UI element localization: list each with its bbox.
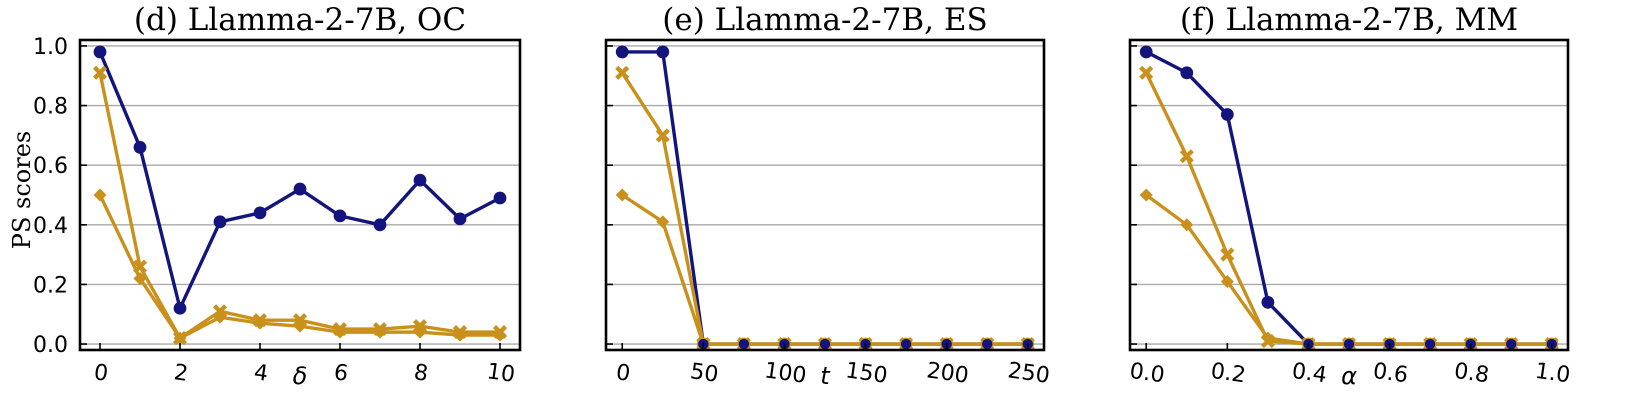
y-axis-label: PS scores [8,131,36,249]
data-point [1180,218,1194,232]
x-axis-label: δ [293,362,308,390]
data-point [1423,337,1437,351]
x-tick-label: 150 [844,358,889,389]
data-point [615,65,630,80]
data-point [980,337,994,351]
data-point [292,313,308,328]
x-tick-label: 100 [763,358,808,389]
y-tick-label: 0.8 [33,95,68,120]
y-tick-label: 0.2 [33,273,68,298]
data-point [899,337,913,351]
y-tick-label: 1.0 [33,35,68,60]
series-line [621,193,1028,346]
data-point [132,259,148,274]
data-point [413,173,427,187]
data-point [1180,66,1194,80]
data-point [1139,188,1153,202]
x-tick-label: 0 [92,360,109,387]
data-point [615,45,629,59]
y-tick-label: 0.0 [33,333,68,358]
series-line [1145,50,1552,346]
x-tick-label: 2 [172,360,189,387]
chart-panel-2: 0.0 0.2 0.4 0.6 0.8 1.0 α (f) Llamma-2-7B, MM [1128,2,1572,390]
x-tick-label: 8 [412,360,429,387]
data-point [1179,149,1194,164]
data-point [1220,274,1234,288]
data-point [453,212,467,226]
data-point [133,271,147,285]
data-point [1139,45,1153,59]
x-tick-label: 10 [485,359,516,388]
data-point [133,140,147,154]
y-tick-label: 0.4 [33,214,68,239]
data-point [212,304,228,319]
x-tick-label: 250 [1006,358,1051,389]
data-point [656,45,670,59]
data-point [93,45,107,59]
data-point [1220,247,1235,262]
x-tick-label: 1.0 [1534,359,1572,389]
chart-title: (f) Llamma-2-7B, MM [1180,2,1518,38]
data-point [412,319,428,334]
x-tick-label: 4 [252,360,269,387]
data-point [493,191,507,205]
data-point [737,337,751,351]
chart-title: (d) Llamma-2-7B, OC [134,2,466,38]
y-tick-label: 0.6 [33,154,68,179]
data-point [372,322,388,337]
x-tick-label: 0.2 [1209,359,1247,389]
data-point [333,209,347,223]
data-point [93,188,107,202]
x-tick-label: 0.0 [1128,359,1166,389]
data-point [615,188,629,202]
data-point [655,128,670,143]
series-line [98,194,500,340]
data-point [1260,334,1275,349]
chart-title: (e) Llamma-2-7B, ES [662,2,987,38]
x-axis-label: α [1341,362,1357,390]
data-point [173,301,187,315]
x-tick-label: 6 [332,360,349,387]
plot-frame [78,38,522,352]
data-point [1261,295,1275,309]
data-point [253,206,267,220]
series-line [1145,193,1552,346]
chart-panel-1: 0 50 100 150 200 250 t (e) Llamma-2-7B, ES [604,2,1051,390]
data-point [293,182,307,196]
data-point [172,331,188,346]
data-point [1139,65,1154,80]
plot-frame [1128,38,1570,352]
series-line [98,51,501,310]
data-point [252,313,268,328]
data-point [1504,337,1518,351]
data-point [492,325,508,340]
series-line [622,50,1028,346]
data-point [1342,337,1356,351]
data-point [1220,108,1234,121]
series-line [98,72,500,340]
x-tick-label: 50 [689,359,720,388]
x-tick-label: 0.6 [1371,359,1409,389]
data-point [373,218,387,232]
plot-frame [604,38,1046,352]
data-point [92,65,108,80]
data-point [332,322,348,337]
x-tick-label: 0.8 [1453,359,1491,389]
series-line [1144,72,1552,346]
x-tick-label: 0.4 [1290,359,1328,389]
data-point [452,325,468,340]
data-point [213,215,227,229]
chart-panel-0: 0.0 0.2 0.4 0.6 0.8 1.0 0 2 4 6 8 10 δ (d) Llamma-2-7… [33,2,522,390]
x-tick-label: 200 [925,358,970,389]
x-tick-label: 0 [614,360,631,387]
data-point [656,215,670,229]
x-axis-label: t [820,362,831,390]
data-point [818,337,832,351]
